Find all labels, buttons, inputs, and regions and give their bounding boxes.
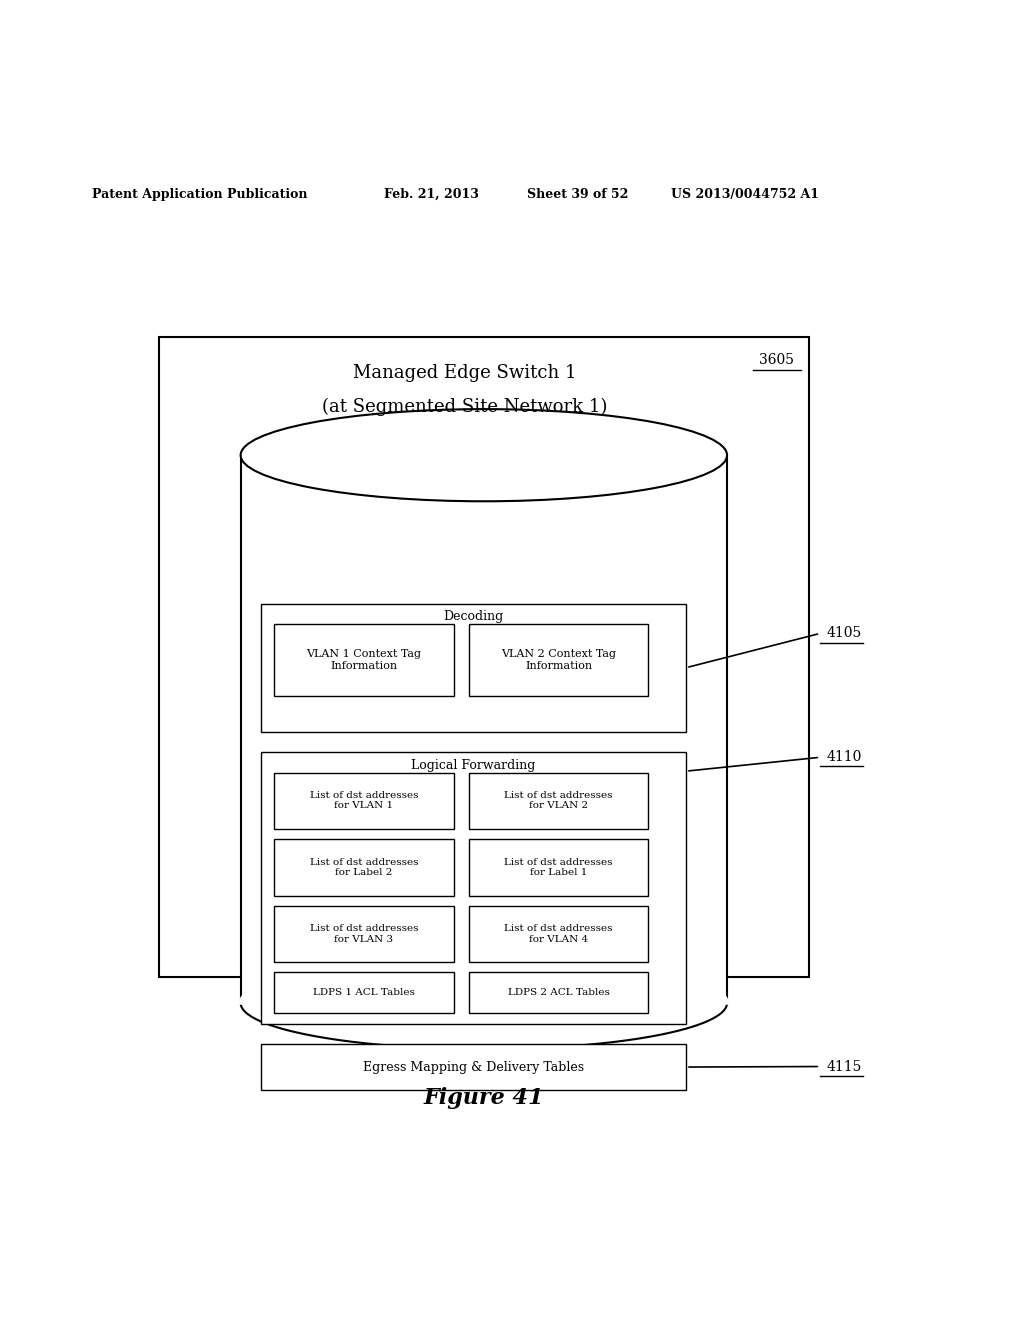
Bar	[469, 906, 648, 962]
Bar	[469, 840, 648, 895]
Text: Patent Application Publication: Patent Application Publication	[92, 187, 307, 201]
Text: (at Segmented Site Network 1): (at Segmented Site Network 1)	[322, 397, 607, 416]
Text: LDPS 2 ACL Tables: LDPS 2 ACL Tables	[508, 989, 609, 998]
Text: Managed Edge Switch 1: Managed Edge Switch 1	[352, 364, 577, 383]
Bar	[274, 906, 454, 962]
Bar	[274, 624, 454, 696]
Text: List of dst addresses
for VLAN 3: List of dst addresses for VLAN 3	[310, 924, 418, 944]
Text: List of dst addresses
for VLAN 2: List of dst addresses for VLAN 2	[505, 791, 612, 810]
Bar	[469, 973, 648, 1014]
Text: VLAN 2 Context Tag
Information: VLAN 2 Context Tag Information	[501, 649, 616, 671]
Text: List of dst addresses
for VLAN 1: List of dst addresses for VLAN 1	[310, 791, 418, 810]
Text: List of dst addresses
for VLAN 4: List of dst addresses for VLAN 4	[505, 924, 612, 944]
Bar	[261, 603, 686, 731]
Text: 4115: 4115	[826, 1060, 862, 1073]
Ellipse shape	[241, 409, 727, 502]
Text: US 2013/0044752 A1: US 2013/0044752 A1	[671, 187, 819, 201]
Bar	[261, 752, 686, 1023]
Text: VLAN 1 Context Tag
Information: VLAN 1 Context Tag Information	[306, 649, 422, 671]
Text: Figure 41: Figure 41	[423, 1088, 544, 1109]
Text: List of dst addresses
for Label 1: List of dst addresses for Label 1	[505, 858, 612, 876]
Bar	[469, 772, 648, 829]
Text: Egress Mapping & Delivery Tables: Egress Mapping & Delivery Tables	[364, 1060, 584, 1073]
Bar	[241, 455, 727, 1003]
Text: 4110: 4110	[826, 750, 862, 764]
Text: Decoding: Decoding	[443, 610, 504, 623]
Text: 3605: 3605	[759, 352, 795, 367]
Text: Sheet 39 of 52: Sheet 39 of 52	[527, 187, 629, 201]
Text: Logical Forwarding: Logical Forwarding	[412, 759, 536, 772]
Bar	[469, 624, 648, 696]
Text: List of dst addresses
for Label 2: List of dst addresses for Label 2	[310, 858, 418, 876]
Bar	[261, 1044, 686, 1090]
Text: LDPS 1 ACL Tables: LDPS 1 ACL Tables	[313, 989, 415, 998]
Bar	[159, 338, 809, 977]
Text: Feb. 21, 2013: Feb. 21, 2013	[384, 187, 479, 201]
Bar	[274, 973, 454, 1014]
Bar	[274, 840, 454, 895]
Text: 4105: 4105	[826, 627, 861, 640]
Bar	[274, 772, 454, 829]
